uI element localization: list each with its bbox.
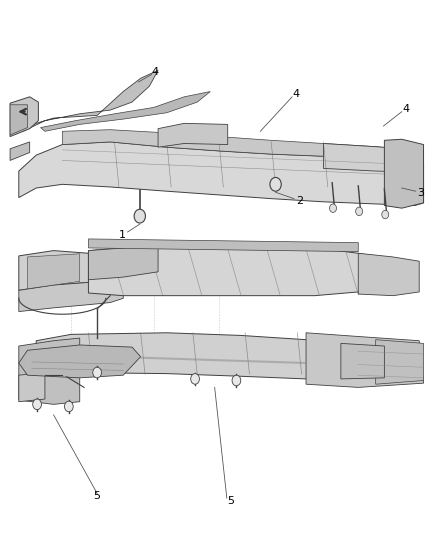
- Polygon shape: [19, 251, 88, 290]
- Circle shape: [134, 209, 145, 223]
- Text: 4: 4: [151, 68, 158, 77]
- Polygon shape: [19, 338, 80, 405]
- Polygon shape: [376, 340, 424, 384]
- Polygon shape: [88, 239, 358, 252]
- Polygon shape: [19, 142, 424, 206]
- Polygon shape: [28, 254, 80, 289]
- Polygon shape: [10, 105, 28, 135]
- Polygon shape: [19, 345, 141, 378]
- Polygon shape: [19, 373, 45, 402]
- Circle shape: [356, 207, 363, 216]
- Text: 3: 3: [417, 188, 424, 198]
- Text: 1: 1: [119, 230, 126, 240]
- Polygon shape: [19, 70, 158, 131]
- Circle shape: [270, 177, 281, 191]
- Polygon shape: [358, 253, 419, 296]
- Polygon shape: [10, 97, 39, 136]
- Polygon shape: [10, 142, 30, 160]
- Circle shape: [382, 211, 389, 219]
- Polygon shape: [385, 139, 424, 208]
- Circle shape: [64, 401, 73, 412]
- Circle shape: [191, 374, 199, 384]
- Circle shape: [93, 367, 102, 378]
- Text: 4: 4: [292, 88, 299, 99]
- Polygon shape: [341, 343, 385, 379]
- Text: 4: 4: [403, 104, 410, 114]
- Polygon shape: [323, 143, 424, 172]
- Polygon shape: [306, 333, 424, 387]
- Polygon shape: [88, 248, 385, 296]
- Circle shape: [232, 375, 241, 386]
- Polygon shape: [158, 123, 228, 147]
- Circle shape: [33, 399, 42, 410]
- Text: 2: 2: [296, 196, 303, 206]
- Polygon shape: [88, 243, 158, 280]
- Polygon shape: [41, 92, 210, 131]
- Polygon shape: [19, 272, 123, 312]
- Circle shape: [329, 204, 336, 213]
- Text: 5: 5: [93, 490, 100, 500]
- Text: 5: 5: [228, 496, 235, 506]
- Polygon shape: [62, 130, 415, 160]
- Polygon shape: [36, 333, 358, 379]
